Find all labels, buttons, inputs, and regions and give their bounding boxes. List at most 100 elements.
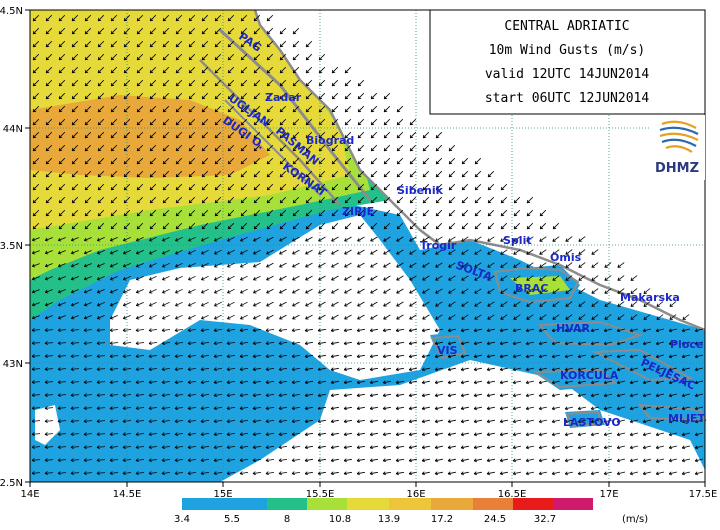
wind-arrow-head <box>694 354 698 358</box>
wind-arrow <box>591 419 599 423</box>
wind-arrow <box>70 381 80 383</box>
wind-arrow-head <box>512 395 517 398</box>
wind-arrow-head <box>370 251 373 255</box>
wind-arrow <box>83 446 93 448</box>
wind-arrow-head <box>603 393 607 397</box>
wind-arrow-head <box>188 82 191 86</box>
wind-arrow-head <box>58 147 61 151</box>
wind-arrow-head <box>85 19 89 22</box>
wind-arrow <box>252 355 262 357</box>
wind-arrow <box>174 472 184 474</box>
wind-arrow <box>513 288 521 294</box>
wind-arrow-head <box>356 328 360 331</box>
wind-arrow <box>448 275 456 281</box>
wind-arrow-head <box>330 330 334 333</box>
wind-arrow-head <box>434 473 439 476</box>
wind-arrow-head <box>83 434 87 437</box>
wind-arrow-head <box>292 225 295 229</box>
wind-arrow-head <box>629 330 634 333</box>
wind-arrow-head <box>306 136 310 139</box>
wind-arrow-head <box>267 227 271 230</box>
wind-arrow <box>461 157 469 165</box>
wind-arrow <box>266 118 274 126</box>
wind-arrow-head <box>135 434 139 437</box>
wind-arrow-head <box>137 162 141 165</box>
wind-arrow-head <box>435 303 438 307</box>
wind-arrow <box>344 157 352 165</box>
wind-arrow <box>500 328 508 332</box>
wind-arrow-head <box>84 318 88 320</box>
wind-arrow-head <box>240 225 243 229</box>
wind-arrow <box>344 79 352 87</box>
wind-arrow-head <box>240 212 243 216</box>
wind-arrow <box>526 471 534 475</box>
wind-arrow-head <box>501 201 505 204</box>
wind-arrow-head <box>84 266 88 268</box>
wind-arrow-head <box>70 369 74 372</box>
wind-arrow-head <box>32 266 36 268</box>
wind-arrow-head <box>357 264 360 268</box>
wind-arrow <box>58 183 66 191</box>
wind-arrow-head <box>448 251 451 255</box>
wind-arrow-head <box>629 343 634 346</box>
wind-arrow-head <box>292 212 295 216</box>
wind-arrow <box>357 157 365 165</box>
wind-arrow-head <box>200 356 204 359</box>
wind-arrow-head <box>395 434 400 437</box>
wind-arrow-head <box>434 380 438 384</box>
wind-arrow <box>383 236 391 242</box>
wind-arrow-head <box>694 432 698 436</box>
wind-arrow <box>266 66 274 74</box>
wind-arrow <box>396 105 404 113</box>
wind-arrow-head <box>318 303 321 307</box>
wind-arrow-head <box>84 134 87 138</box>
wind-arrow <box>149 222 157 230</box>
wind-arrow <box>370 328 378 332</box>
wind-arrow-head <box>148 447 152 450</box>
wind-arrow-head <box>227 263 230 268</box>
wind-arrow-head <box>551 380 555 384</box>
legend-swatch <box>431 498 473 510</box>
wind-arrow <box>97 40 105 48</box>
wind-arrow-head <box>500 303 503 307</box>
wind-arrow-head <box>421 367 425 371</box>
wind-arrow <box>44 394 54 396</box>
wind-arrow-head <box>604 277 607 281</box>
wind-arrow-head <box>70 408 74 411</box>
wind-arrow-head <box>382 421 387 424</box>
wind-arrow-head <box>265 447 269 450</box>
wind-arrow-head <box>396 173 399 177</box>
wind-arrow <box>578 393 586 397</box>
wind-arrow-head <box>291 408 295 411</box>
wind-arrow-head <box>499 382 504 385</box>
wind-arrow <box>565 288 573 294</box>
wind-arrow-head <box>215 84 219 87</box>
wind-arrow-head <box>395 382 400 385</box>
wind-arrow-head <box>267 58 271 61</box>
wind-arrow-head <box>500 290 503 294</box>
wind-arrow <box>383 406 391 410</box>
wind-arrow <box>214 27 222 35</box>
wind-arrow <box>539 432 547 436</box>
wind-arrow-head <box>57 354 61 357</box>
wind-arrow-head <box>345 149 349 152</box>
wind-arrow <box>266 79 274 87</box>
wind-arrow-head <box>331 316 334 320</box>
wind-arrow-head <box>436 136 440 139</box>
wind-arrow-head <box>135 315 139 319</box>
wind-arrow <box>279 236 287 242</box>
wind-arrow <box>278 368 288 370</box>
wind-arrow-head <box>111 136 115 139</box>
wind-arrow-head <box>694 356 699 359</box>
wind-arrow-head <box>71 95 74 99</box>
wind-arrow-head <box>31 250 35 254</box>
wind-arrow-head <box>513 303 516 307</box>
wind-arrow-head <box>356 471 360 474</box>
wind-arrow-head <box>499 356 504 359</box>
wind-arrow <box>162 92 170 100</box>
wind-arrow-head <box>176 97 180 100</box>
wind-arrow-head <box>434 432 438 436</box>
wind-arrow <box>265 342 275 344</box>
wind-arrow <box>292 329 300 331</box>
wind-arrow <box>109 342 119 344</box>
